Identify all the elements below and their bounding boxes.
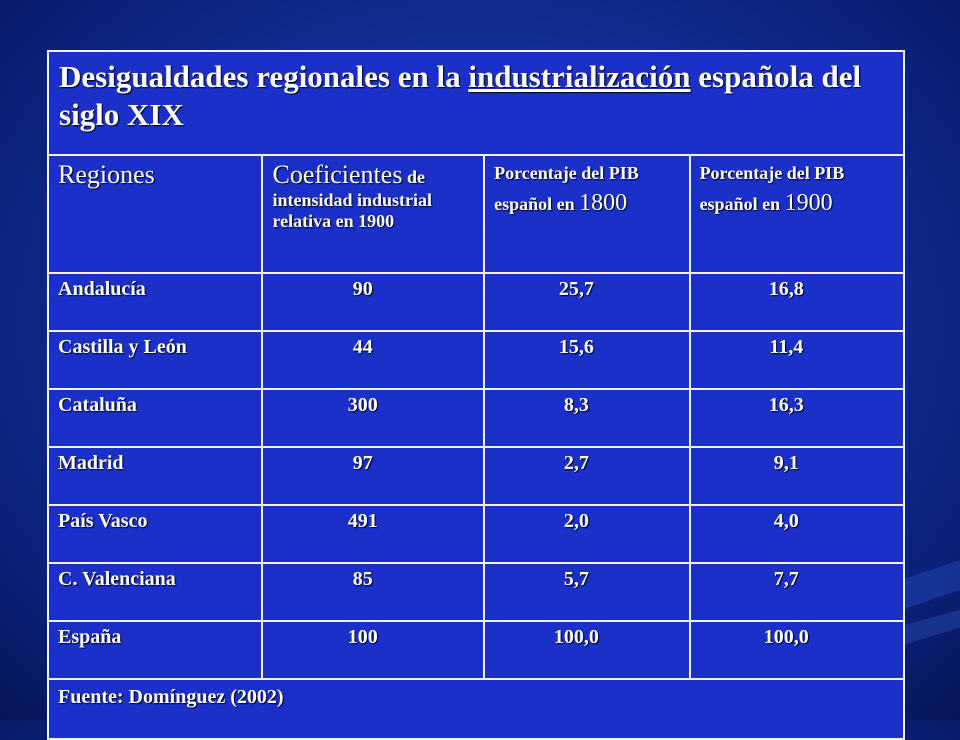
cell-pib1900: 7,7 bbox=[688, 562, 906, 622]
cell-pib1800: 8,3 bbox=[483, 388, 691, 448]
table-row: Castilla y León 44 15,6 11,4 bbox=[46, 330, 906, 390]
table-row: Cataluña 300 8,3 16,3 bbox=[46, 388, 906, 448]
cell-pib1900: 16,3 bbox=[688, 388, 906, 448]
table-row: Andalucía 90 25,7 16,8 bbox=[46, 272, 906, 332]
cell-coef: 44 bbox=[261, 330, 486, 390]
cell-coef: 491 bbox=[261, 504, 486, 564]
cell-region: País Vasco bbox=[46, 504, 264, 564]
table-title: Desigualdades regionales en la industria… bbox=[47, 50, 905, 156]
cell-pib1900: 11,4 bbox=[688, 330, 906, 390]
cell-pib1900: 16,8 bbox=[688, 272, 906, 332]
table-row: País Vasco 491 2,0 4,0 bbox=[46, 504, 906, 564]
cell-pib1800: 2,0 bbox=[483, 504, 691, 564]
cell-coef: 300 bbox=[261, 388, 486, 448]
cell-coef: 85 bbox=[261, 562, 486, 622]
cell-pib1800: 2,7 bbox=[483, 446, 691, 506]
cell-region: Andalucía bbox=[46, 272, 264, 332]
source-note: Fuente: Domínguez (2002) bbox=[47, 678, 905, 740]
table-row: C. Valenciana 85 5,7 7,7 bbox=[46, 562, 906, 622]
cell-region: Cataluña bbox=[46, 388, 264, 448]
industrialization-table: Desigualdades regionales en la industria… bbox=[46, 50, 906, 740]
cell-region: España bbox=[46, 620, 264, 680]
cell-coef: 100 bbox=[261, 620, 486, 680]
header-pib-1800: Porcentaje del PIB español en 1800 bbox=[483, 154, 691, 274]
title-underlined-word: industrialización bbox=[468, 59, 691, 94]
cell-pib1900: 9,1 bbox=[688, 446, 906, 506]
cell-pib1800: 100,0 bbox=[483, 620, 691, 680]
cell-coef: 97 bbox=[261, 446, 486, 506]
cell-pib1900: 4,0 bbox=[688, 504, 906, 564]
title-part1: Desigualdades regionales en la bbox=[59, 59, 469, 94]
cell-pib1800: 25,7 bbox=[483, 272, 691, 332]
cell-pib1800: 5,7 bbox=[483, 562, 691, 622]
cell-pib1900: 100,0 bbox=[688, 620, 906, 680]
cell-coef: 90 bbox=[261, 272, 486, 332]
header-pib-1900: Porcentaje del PIB español en 1900 bbox=[688, 154, 906, 274]
cell-pib1800: 15,6 bbox=[483, 330, 691, 390]
header-coeficientes: Coeficientes de intensidad industrial re… bbox=[261, 154, 486, 274]
header-regiones: Regiones bbox=[46, 154, 264, 274]
table-row: Madrid 97 2,7 9,1 bbox=[46, 446, 906, 506]
title-part2: española del siglo XIX bbox=[59, 59, 862, 132]
cell-region: Castilla y León bbox=[46, 330, 264, 390]
cell-region: C. Valenciana bbox=[46, 562, 264, 622]
cell-region: Madrid bbox=[46, 446, 264, 506]
table-row: España 100 100,0 100,0 bbox=[46, 620, 906, 680]
